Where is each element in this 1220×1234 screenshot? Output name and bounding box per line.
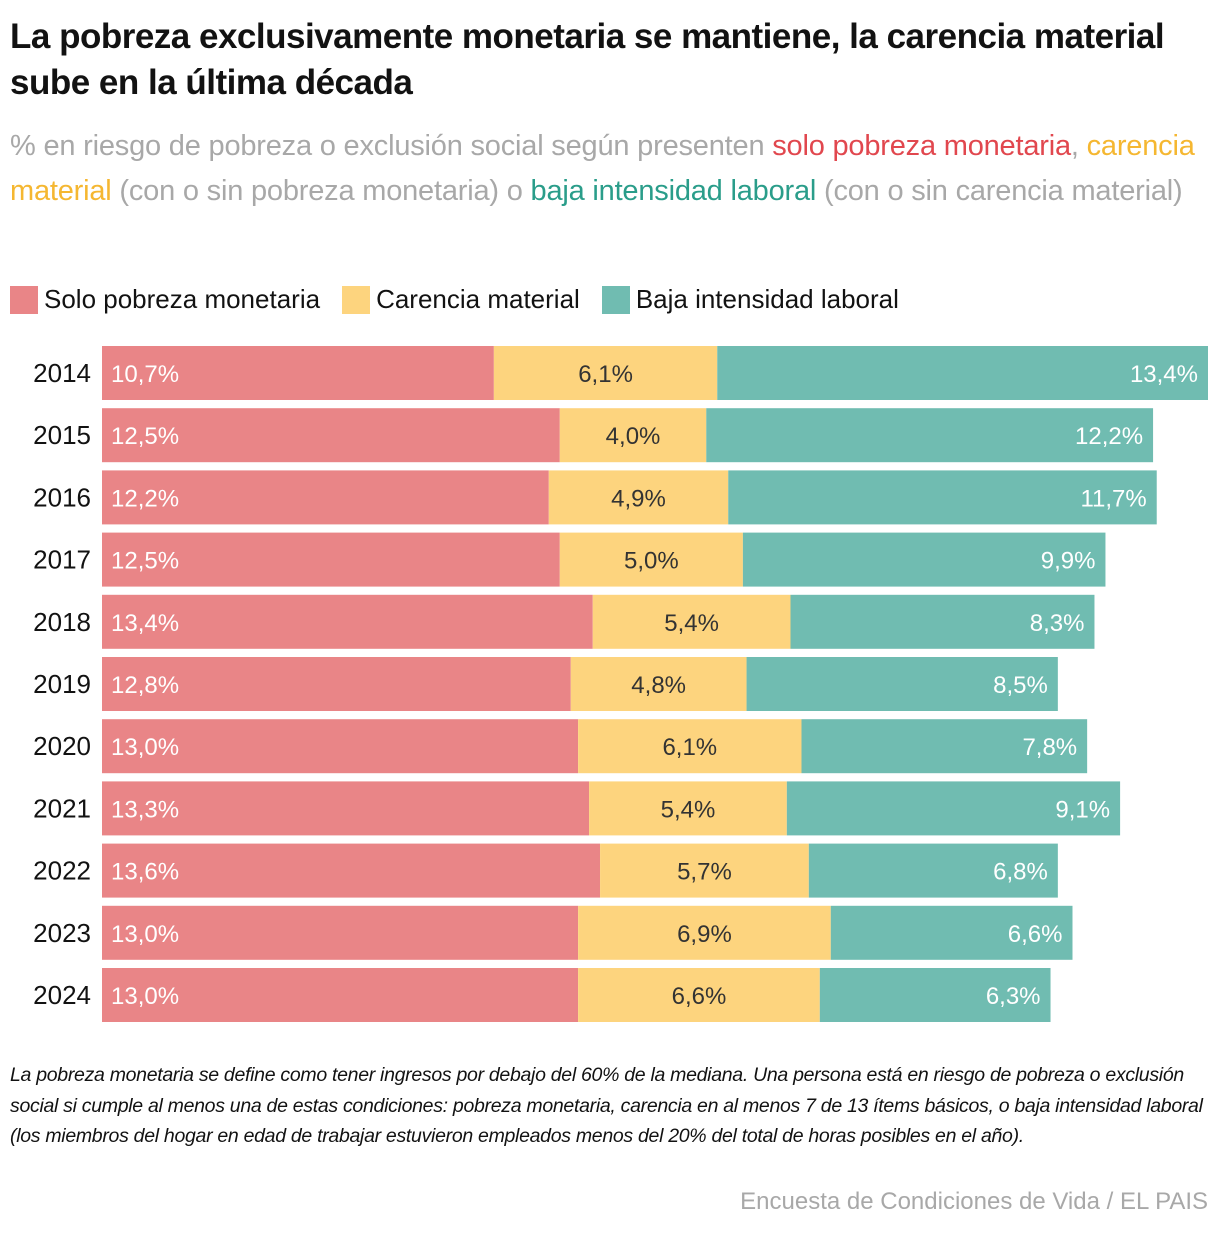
legend-label: Baja intensidad laboral (635, 284, 899, 314)
legend-swatch-carencia (342, 285, 371, 314)
bar-segment-baja-intensidad (808, 843, 1058, 898)
bar-segment-carencia (578, 968, 820, 1022)
chart-title: La pobreza exclusivamente monetaria se m… (10, 17, 1165, 102)
subtitle-highlight-baja-intensidad: baja intensidad laboral (530, 174, 817, 207)
bar-segment-baja-intensidad (706, 408, 1154, 463)
year-label: 2019 (33, 669, 91, 699)
value-label-carencia: 5,4% (664, 610, 719, 637)
bar-segment-carencia (493, 346, 718, 400)
bar-segment-carencia (589, 781, 787, 836)
value-label-carencia: 5,7% (677, 859, 732, 886)
legend-item-carencia: Carencia material (342, 284, 580, 315)
value-label-solo-pobreza: 13,6% (111, 859, 179, 886)
value-label-carencia: 6,6% (672, 983, 727, 1010)
value-label-baja-intensidad: 9,1% (1055, 796, 1110, 823)
value-label-carencia: 4,0% (606, 423, 661, 450)
legend-item-baja-intensidad: Baja intensidad laboral (601, 284, 899, 315)
value-label-solo-pobreza: 13,0% (111, 983, 179, 1010)
subtitle-text: , (1070, 130, 1087, 162)
year-label: 2017 (33, 545, 91, 575)
value-label-solo-pobreza: 10,7% (111, 361, 179, 388)
bar-segment-solo-pobreza (102, 843, 601, 898)
bar-segment-carencia (559, 408, 707, 463)
value-label-baja-intensidad: 13,4% (1130, 361, 1198, 388)
value-label-baja-intensidad: 6,6% (1008, 921, 1063, 948)
value-label-carencia: 6,1% (662, 734, 717, 761)
value-label-solo-pobreza: 12,2% (111, 485, 179, 512)
bar-segment-carencia (570, 657, 747, 711)
bar-segment-baja-intensidad (790, 594, 1095, 649)
value-label-carencia: 4,8% (631, 672, 686, 699)
year-label: 2021 (33, 793, 91, 823)
value-label-baja-intensidad: 9,9% (1041, 548, 1096, 575)
bar-segment-solo-pobreza (102, 408, 560, 463)
year-label: 2015 (33, 420, 91, 450)
year-label: 2018 (33, 607, 91, 637)
year-label: 2022 (33, 856, 91, 886)
bar-segment-solo-pobreza (102, 594, 593, 649)
value-label-carencia: 5,0% (624, 548, 679, 575)
value-label-carencia: 4,9% (611, 485, 666, 512)
value-label-baja-intensidad: 6,8% (993, 859, 1048, 886)
bar-segment-solo-pobreza (102, 781, 590, 836)
bar-segment-solo-pobreza (102, 968, 579, 1022)
year-label: 2014 (33, 358, 91, 388)
stacked-bar-chart: 2014 10,7% 6,1% 13,4% 2015 12,5% 4,0% 12,2% 2016… (33, 346, 1208, 1022)
value-label-baja-intensidad: 11,7% (1080, 485, 1146, 512)
source-credit: Encuesta de Condiciones de Vida / EL PAI… (740, 1188, 1208, 1215)
value-label-carencia: 6,9% (677, 921, 732, 948)
bar-segment-solo-pobreza (102, 532, 560, 587)
bar-segment-baja-intensidad (742, 532, 1106, 587)
value-label-solo-pobreza: 12,5% (111, 423, 179, 450)
value-label-baja-intensidad: 8,5% (993, 672, 1048, 699)
value-label-solo-pobreza: 13,0% (111, 734, 179, 761)
chart-legend: Solo pobreza monetaria Carencia material… (10, 284, 921, 315)
bar-segment-solo-pobreza (102, 470, 549, 525)
bar-segment-carencia (559, 532, 743, 587)
legend-item-solo-pobreza: Solo pobreza monetaria (10, 284, 320, 315)
subtitle-text: (con o sin pobreza monetaria) o (111, 174, 531, 207)
chart-subtitle: % en riesgo de pobreza o exclusión socia… (10, 124, 1210, 213)
bar-segment-solo-pobreza (102, 719, 579, 774)
legend-label: Carencia material (376, 284, 580, 314)
bar-segment-carencia (548, 470, 729, 525)
year-label: 2023 (33, 918, 91, 948)
bar-segment-baja-intensidad (728, 470, 1157, 525)
year-label: 2020 (33, 731, 91, 761)
bar-segment-baja-intensidad (746, 657, 1058, 711)
legend-label: Solo pobreza monetaria (44, 284, 321, 314)
bar-segment-baja-intensidad (819, 968, 1051, 1022)
value-label-baja-intensidad: 7,8% (1022, 734, 1077, 761)
bar-segment-solo-pobreza (102, 905, 579, 960)
bar-segment-carencia (578, 905, 831, 960)
value-label-solo-pobreza: 13,0% (111, 921, 179, 948)
value-label-solo-pobreza: 13,4% (111, 610, 179, 637)
bar-segment-baja-intensidad (801, 719, 1088, 774)
bar-segment-carencia (600, 843, 809, 898)
subtitle-text: % en riesgo de pobreza o exclusión socia… (10, 130, 773, 162)
value-label-baja-intensidad: 12,2% (1075, 423, 1143, 450)
bar-segment-carencia (578, 719, 802, 774)
value-label-solo-pobreza: 12,5% (111, 548, 179, 575)
value-label-solo-pobreza: 12,8% (111, 672, 179, 699)
bar-segment-solo-pobreza (102, 346, 494, 400)
bar-segment-carencia (592, 594, 791, 649)
value-label-carencia: 5,4% (661, 796, 716, 823)
subtitle-highlight-solo-pobreza: solo pobreza monetaria (772, 130, 1071, 162)
bar-segment-baja-intensidad (786, 781, 1121, 836)
year-label: 2016 (33, 482, 91, 512)
value-label-solo-pobreza: 13,3% (111, 796, 179, 823)
value-label-baja-intensidad: 6,3% (986, 983, 1041, 1010)
bar-segment-baja-intensidad (717, 346, 1208, 400)
bar-segment-baja-intensidad (830, 905, 1073, 960)
year-label: 2024 (33, 980, 91, 1010)
value-label-baja-intensidad: 8,3% (1030, 610, 1085, 637)
footnote: La pobreza monetaria se define como tene… (10, 1064, 1203, 1147)
legend-swatch-baja-intensidad (601, 285, 630, 314)
value-label-carencia: 6,1% (578, 361, 633, 388)
subtitle-highlight-carencia: carencia material (10, 130, 1195, 207)
subtitle-text: (con o sin carencia material) (816, 174, 1183, 207)
legend-swatch-solo-pobreza (10, 285, 38, 314)
bar-segment-solo-pobreza (102, 657, 571, 711)
